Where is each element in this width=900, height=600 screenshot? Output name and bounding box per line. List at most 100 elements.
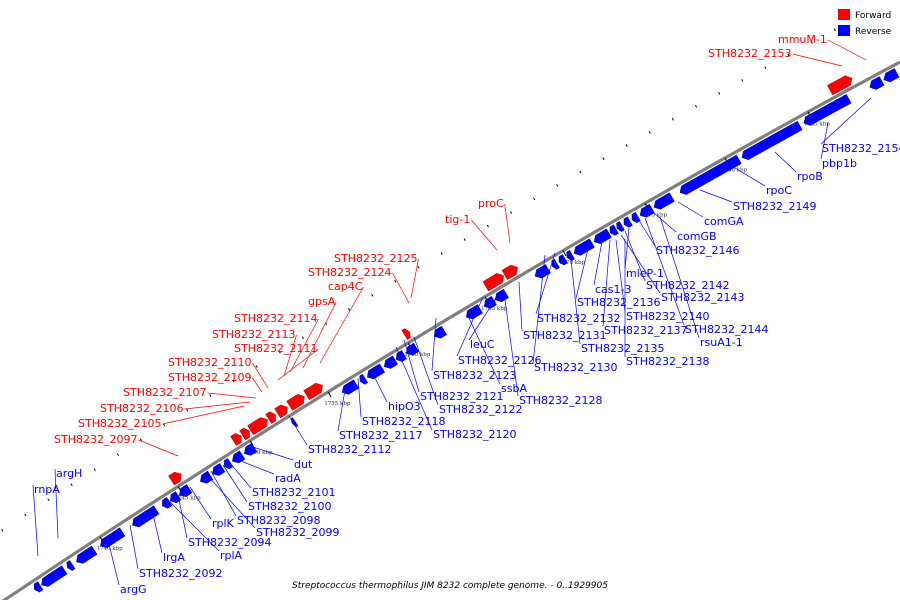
gene-reverse [200,470,214,484]
leader-line [410,258,419,299]
gene-forward [827,75,853,96]
outer-dot [232,379,235,383]
scale-tick-label: 1750 kbp [246,450,273,456]
gene-label: STH8232_2112 [308,443,391,456]
gene-label: STH8232_2117 [339,429,422,442]
genes [33,68,900,593]
gene-label: hipO3 [388,400,421,413]
gene-reverse [132,505,160,528]
gene-label: STH8232_2136 [577,296,660,309]
leader-line [189,486,212,520]
leader-line [54,468,59,539]
gene-label: rpoC [766,184,792,197]
gene-reverse [100,527,126,548]
outer-dot [671,117,674,121]
leader-line [615,239,626,313]
gene-label: STH8232_2140 [626,310,709,323]
scale-tick [327,391,332,398]
outer-dot [463,238,466,242]
gene-reverse [433,325,447,339]
outer-dot [533,197,536,201]
leader-line [639,221,656,247]
leader-line [504,299,519,397]
gene-label: lrgA [163,551,185,564]
gene-label: STH8232_2109 [168,371,251,384]
leader-line [644,217,685,326]
gene-label: STH8232_2130 [534,361,617,374]
gene-reverse [405,342,420,356]
gene-label: STH8232_2107 [123,386,206,399]
gene-label: STH8232_2146 [656,244,739,257]
gene-label: STH8232_2131 [523,329,606,342]
gene-label: STH8232_2092 [139,567,222,580]
scale-tick-label: 1755 kbp [324,401,351,407]
outer-dot [70,483,73,486]
outer-dot [718,91,721,95]
gene-forward [303,382,323,401]
gene-label: comGB [677,230,717,243]
gene-label: STH8232_2125 [334,252,417,265]
outer-dot [348,308,351,311]
gene-reverse [483,295,497,309]
genome-axis [1,60,900,600]
gene-label: cap4C [328,280,363,293]
gene-reverse [803,94,852,126]
gene-reverse [290,417,299,428]
gene-reverse [223,458,234,470]
outer-dot [833,28,836,32]
outer-dot [417,266,420,269]
gene-reverse [465,304,483,320]
gene-label: radA [275,472,301,485]
gene-reverse [551,258,560,270]
gene-reverse [679,154,742,195]
scale-tick-label: 1760 kbp [404,352,431,358]
leader-line [820,122,829,160]
gene-label: STH8232_2122 [439,403,522,416]
outer-dot [139,438,143,442]
gene-label: STH8232_2123 [433,369,516,382]
gene-label: mmuM-1 [778,33,827,46]
outer-dot [602,157,605,161]
leader-line [167,499,220,552]
outer-dot [648,131,651,134]
gene-reverse [66,560,76,571]
leader-line [205,473,256,529]
gene-label: STH8232_2110 [168,356,251,369]
legend-reverse-swatch [838,25,850,36]
outer-dot [116,453,119,456]
gene-label: rplA [220,549,243,562]
gene-label: leuC [470,338,495,351]
gene-label: STH8232_2132 [537,312,620,325]
gene-reverse [33,581,44,593]
gene-forward [247,417,268,436]
leader-line [624,227,630,270]
figure-caption: Streptococcus thermophilus JIM 8232 comp… [292,581,608,591]
gene-reverse [869,76,885,90]
leader-line [177,494,188,539]
leader-line [792,53,843,67]
outer-dot [556,184,559,187]
gene-label: rsuA1-1 [700,336,743,349]
gene-reverse [741,120,803,160]
outer-dot [787,53,790,57]
leader-line [129,524,139,570]
leader-line [569,249,581,345]
leader-line [827,39,867,61]
gene-reverse [244,442,258,456]
gene-reverse [76,545,98,564]
gene-label: STH8232_2097 [54,433,137,446]
outer-dot [371,293,374,297]
leader-lines [32,39,872,586]
leader-line [252,362,269,389]
gene-label: STH8232_2101 [252,486,335,499]
gene-reverse [366,363,386,380]
legend-forward-label: Forward [855,11,891,21]
outer-dot [625,144,628,147]
gene-label: STH8232_2143 [661,291,744,304]
gene-reverse [395,350,408,363]
leader-line [413,336,439,406]
gene-forward [482,273,504,292]
leader-line [774,151,797,173]
gene-label: STH8232_2111 [234,342,317,355]
leader-line [184,401,251,410]
